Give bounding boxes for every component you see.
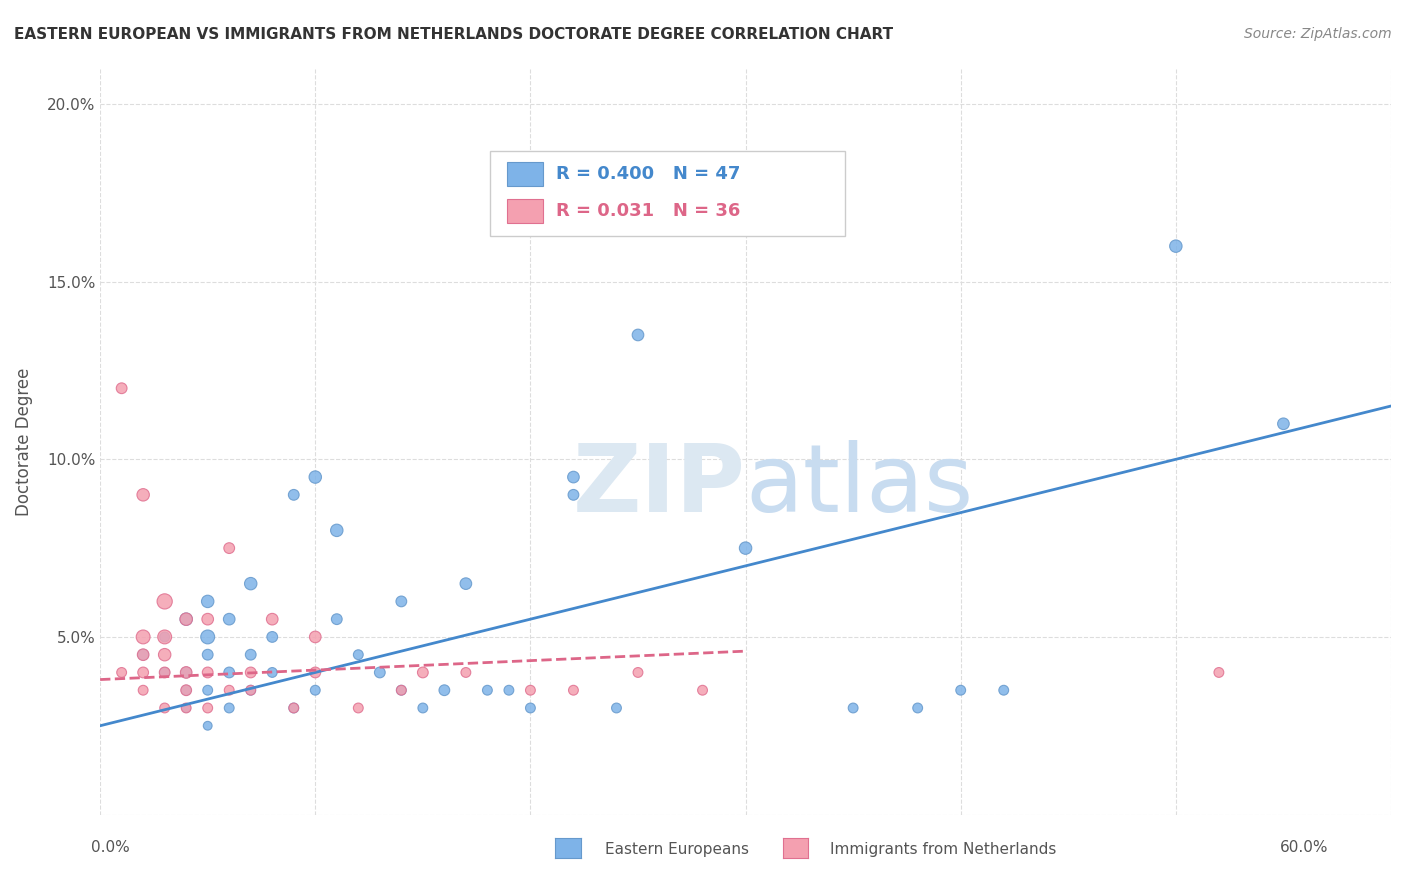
Point <box>692 683 714 698</box>
Point <box>174 612 197 626</box>
Point <box>283 701 305 715</box>
Point <box>433 683 456 698</box>
Point <box>239 665 262 680</box>
Point <box>262 630 284 644</box>
Point <box>262 665 284 680</box>
Point <box>347 648 370 662</box>
Point <box>132 630 155 644</box>
Point <box>132 665 155 680</box>
Point <box>283 488 305 502</box>
Point <box>949 683 972 698</box>
Point <box>389 683 412 698</box>
Point <box>197 683 219 698</box>
Point <box>477 683 499 698</box>
Point <box>132 648 155 662</box>
FancyBboxPatch shape <box>489 151 845 236</box>
Point <box>174 612 197 626</box>
Point <box>627 328 650 343</box>
Point <box>174 683 197 698</box>
Point <box>153 701 176 715</box>
Point <box>1164 239 1187 253</box>
Point <box>174 683 197 698</box>
Point <box>454 665 477 680</box>
Point <box>842 701 865 715</box>
Y-axis label: Doctorate Degree: Doctorate Degree <box>15 368 32 516</box>
Point <box>153 665 176 680</box>
Text: Source: ZipAtlas.com: Source: ZipAtlas.com <box>1244 27 1392 41</box>
Text: atlas: atlas <box>745 441 974 533</box>
Point <box>239 648 262 662</box>
Point <box>498 683 520 698</box>
Point <box>174 665 197 680</box>
FancyBboxPatch shape <box>506 161 543 186</box>
Point <box>197 612 219 626</box>
Text: Eastern Europeans: Eastern Europeans <box>605 842 748 856</box>
Point <box>907 701 929 715</box>
Point <box>197 594 219 608</box>
Point <box>326 612 349 626</box>
Point <box>368 665 391 680</box>
Point <box>174 665 197 680</box>
Point <box>132 683 155 698</box>
Point <box>197 701 219 715</box>
Point <box>562 470 585 484</box>
Point <box>197 719 219 733</box>
Point <box>605 701 627 715</box>
Point <box>389 683 412 698</box>
Point <box>218 665 240 680</box>
Point <box>218 541 240 555</box>
Point <box>454 576 477 591</box>
Point <box>132 488 155 502</box>
Point <box>283 701 305 715</box>
Point <box>239 683 262 698</box>
Text: ZIP: ZIP <box>572 441 745 533</box>
FancyBboxPatch shape <box>506 199 543 223</box>
Point <box>347 701 370 715</box>
Point <box>412 665 434 680</box>
Point <box>111 665 134 680</box>
Point <box>1272 417 1295 431</box>
Point <box>239 576 262 591</box>
Text: R = 0.031   N = 36: R = 0.031 N = 36 <box>555 202 740 220</box>
Point <box>1208 665 1230 680</box>
Point <box>389 594 412 608</box>
Point <box>239 683 262 698</box>
Point <box>197 648 219 662</box>
Point <box>304 683 326 698</box>
Point <box>562 683 585 698</box>
Point <box>262 612 284 626</box>
Point <box>627 665 650 680</box>
Point <box>132 648 155 662</box>
Point <box>218 683 240 698</box>
Text: R = 0.400   N = 47: R = 0.400 N = 47 <box>555 165 740 183</box>
Point <box>153 594 176 608</box>
Point <box>519 683 541 698</box>
Text: 60.0%: 60.0% <box>1281 840 1329 855</box>
Text: EASTERN EUROPEAN VS IMMIGRANTS FROM NETHERLANDS DOCTORATE DEGREE CORRELATION CHA: EASTERN EUROPEAN VS IMMIGRANTS FROM NETH… <box>14 27 893 42</box>
Point <box>153 630 176 644</box>
Point <box>326 524 349 538</box>
Point <box>218 612 240 626</box>
Point <box>562 488 585 502</box>
Point <box>197 665 219 680</box>
Point <box>412 701 434 715</box>
Point <box>218 701 240 715</box>
Point <box>993 683 1015 698</box>
Point <box>734 541 756 555</box>
Point <box>153 648 176 662</box>
Point <box>304 665 326 680</box>
Point <box>197 630 219 644</box>
Point <box>153 665 176 680</box>
Text: 0.0%: 0.0% <box>91 840 131 855</box>
Point <box>304 470 326 484</box>
Point <box>304 630 326 644</box>
Text: Immigrants from Netherlands: Immigrants from Netherlands <box>830 842 1056 856</box>
Point <box>519 701 541 715</box>
Point <box>111 381 134 395</box>
Point <box>174 701 197 715</box>
Point <box>174 701 197 715</box>
Point <box>153 630 176 644</box>
